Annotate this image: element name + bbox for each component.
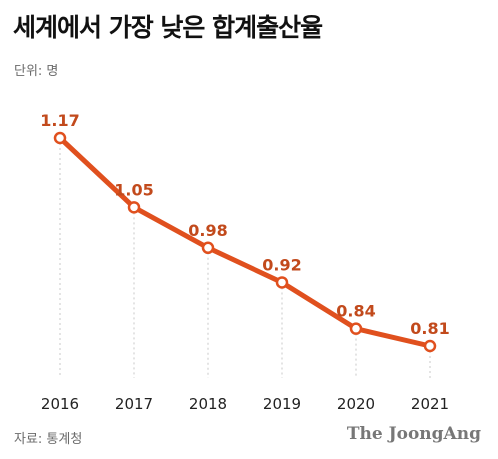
data-point-2020 bbox=[349, 322, 363, 335]
value-label-2019: 0.92 bbox=[262, 255, 301, 274]
x-tick-label-2018: 2018 bbox=[189, 395, 227, 413]
data-point-2018 bbox=[201, 241, 215, 255]
value-label-2016: 1.17 bbox=[40, 111, 79, 130]
x-tick-label-2019: 2019 bbox=[263, 395, 301, 413]
unit-label: 단위: 명 bbox=[14, 64, 59, 79]
value-labels: 1.17 1.05 0.98 0.92 0.84 0.81 bbox=[40, 111, 449, 338]
x-axis-labels: 2016 2017 2018 2019 2020 2021 bbox=[41, 395, 449, 413]
value-label-2020: 0.84 bbox=[336, 302, 375, 321]
brand-logo: The JoongAng bbox=[346, 424, 481, 444]
value-label-2017: 1.05 bbox=[114, 180, 153, 199]
value-label-2021: 0.81 bbox=[410, 319, 449, 338]
data-point-2021 bbox=[423, 339, 437, 353]
source-label: 자료: 통계청 bbox=[14, 432, 83, 447]
x-tick-label-2020: 2020 bbox=[337, 395, 375, 413]
x-tick-label-2016: 2016 bbox=[41, 395, 79, 413]
value-label-2018: 0.98 bbox=[188, 221, 227, 240]
x-tick-label-2017: 2017 bbox=[115, 395, 153, 413]
guide-lines bbox=[59, 138, 431, 378]
x-tick-label-2021: 2021 bbox=[411, 395, 449, 413]
line-chart: 1.171.050.980.920.840.81 2016 2017 2018 201… bbox=[40, 111, 449, 413]
chart-title: 세계에서 가장 낮은 합계출산율 bbox=[13, 13, 323, 42]
fertility-rate-line bbox=[57, 135, 433, 349]
series-line bbox=[57, 135, 433, 349]
data-point-2019 bbox=[275, 276, 289, 289]
data-point-2017 bbox=[127, 201, 141, 214]
data-point-2016 bbox=[53, 131, 67, 145]
data-points bbox=[53, 131, 437, 353]
